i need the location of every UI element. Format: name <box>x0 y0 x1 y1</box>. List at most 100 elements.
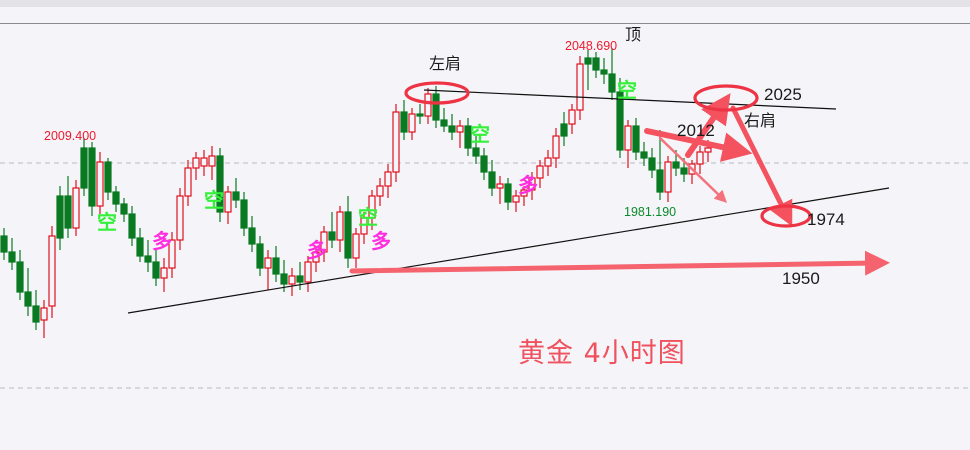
signal-marker-short: 空 <box>470 122 490 146</box>
candle <box>104 158 112 200</box>
candle <box>376 178 384 206</box>
candle <box>456 120 464 148</box>
trendlines <box>127 89 890 314</box>
candle <box>136 228 144 262</box>
signal-marker-short: 空 <box>97 210 117 234</box>
candle <box>200 150 208 176</box>
level-2012-label: 2012 <box>677 121 715 140</box>
left-shoulder-ellipse <box>404 81 470 105</box>
candle <box>240 192 248 236</box>
arrow-up-to-2025 <box>685 93 731 158</box>
candle <box>272 246 280 282</box>
candle <box>208 146 216 180</box>
signal-marker-long: 多 <box>518 173 538 197</box>
candle <box>472 136 480 164</box>
candle <box>440 108 448 132</box>
candle <box>288 268 296 296</box>
candle <box>168 232 176 278</box>
candle <box>664 156 672 202</box>
candle <box>600 58 608 84</box>
candle <box>696 146 704 174</box>
candle <box>632 118 640 160</box>
candle <box>64 176 72 238</box>
forecast-arrows <box>349 93 890 276</box>
candle <box>336 206 344 252</box>
candle <box>192 152 200 180</box>
candle <box>464 118 472 156</box>
candle <box>256 236 264 276</box>
candle <box>528 172 536 200</box>
candle <box>536 160 544 188</box>
candle <box>176 188 184 250</box>
candle <box>408 108 416 140</box>
candle <box>72 180 80 236</box>
arrow-down-to-1974 <box>730 105 793 227</box>
candle <box>584 50 592 90</box>
candle <box>400 100 408 140</box>
candle <box>656 130 664 200</box>
candle <box>304 256 312 292</box>
level-1950-label: 1950 <box>782 269 820 288</box>
arrow-right-2012 <box>644 128 753 162</box>
signal-marker-long: 多 <box>152 229 172 253</box>
highlight-ellipses <box>404 81 812 228</box>
candle <box>416 104 424 124</box>
candle <box>24 268 32 316</box>
candle <box>368 190 376 230</box>
level-2025-label: 2025 <box>764 85 802 104</box>
candle <box>56 186 64 250</box>
candle <box>392 104 400 182</box>
signal-marker-long: 多 <box>307 238 327 262</box>
candle <box>648 148 656 178</box>
candle <box>560 112 568 146</box>
candle <box>40 300 48 338</box>
signal-marker-short: 空 <box>204 188 224 212</box>
candle <box>32 290 40 330</box>
candle <box>152 248 160 286</box>
candle <box>624 120 632 168</box>
arrow-down-short <box>658 136 728 203</box>
right-shoulder-label: 右肩 <box>744 111 777 130</box>
candle <box>16 250 24 300</box>
candle <box>608 48 616 100</box>
candle <box>224 186 232 224</box>
candle <box>216 148 224 222</box>
candle <box>592 52 600 78</box>
candle <box>48 226 56 318</box>
candle <box>352 228 360 268</box>
candle <box>120 198 128 222</box>
head-top-label: 顶 <box>625 25 642 44</box>
candle <box>552 128 560 168</box>
gridlines <box>0 162 970 389</box>
candle <box>488 160 496 196</box>
candle <box>568 104 576 134</box>
candle <box>320 226 328 262</box>
candle <box>144 240 152 272</box>
candle <box>328 212 336 248</box>
candle <box>280 260 288 292</box>
candle <box>480 148 488 180</box>
candle <box>512 190 520 212</box>
candle <box>544 150 552 176</box>
arrow-target-1950 <box>349 250 890 276</box>
price-label-high-2009: 2009.400 <box>44 129 97 143</box>
target-1974-ellipse <box>760 204 812 228</box>
chart-title: 黄金 4小时图 <box>518 338 686 369</box>
candle <box>160 258 168 292</box>
candle <box>344 196 352 268</box>
candle <box>312 246 320 272</box>
signal-marker-long: 多 <box>371 229 391 253</box>
candle <box>616 78 624 158</box>
signal-marker-short: 空 <box>358 205 378 229</box>
candle <box>0 228 8 260</box>
left-shoulder-label: 左肩 <box>429 54 462 73</box>
right-shoulder-ellipse <box>693 84 759 112</box>
signal-marker-short: 空 <box>617 78 637 102</box>
candle <box>384 164 392 198</box>
candle <box>448 114 456 140</box>
candle <box>520 186 528 206</box>
candle <box>248 216 256 252</box>
candle <box>264 250 272 290</box>
